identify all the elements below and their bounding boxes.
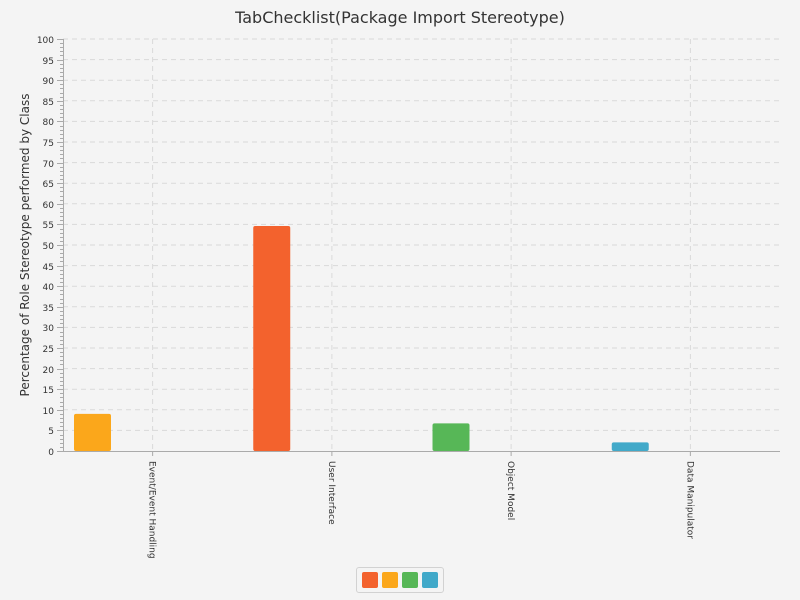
- y-tick-label: 80: [43, 118, 55, 128]
- y-tick-label: 25: [43, 345, 54, 355]
- x-tick-label: Object Model: [505, 461, 515, 520]
- grid: [63, 38, 780, 451]
- legend-swatch: [382, 572, 398, 588]
- y-axis-label: Percentage of Role Stereotype performed …: [18, 94, 32, 397]
- y-tick-label: 65: [43, 180, 54, 190]
- chart-title: TabChecklist(Package Import Stereotype): [234, 8, 565, 27]
- y-tick-label: 10: [43, 407, 55, 417]
- y-tick-label: 60: [43, 201, 55, 211]
- legend: [356, 567, 444, 593]
- y-tick-label: 5: [48, 427, 54, 437]
- legend-swatch: [402, 572, 418, 588]
- legend-swatch: [422, 572, 438, 588]
- legend-swatch: [362, 572, 378, 588]
- bars: [74, 226, 649, 451]
- y-tick-label: 100: [37, 36, 54, 46]
- x-tick-label: User Interface: [326, 461, 336, 525]
- x-tick-label: Data Manipulator: [684, 461, 694, 539]
- axes: [63, 39, 780, 452]
- y-tick-label: 70: [43, 160, 55, 170]
- y-tick-label: 85: [43, 98, 54, 108]
- y-tick-label: 90: [43, 77, 55, 87]
- y-tick-label: 45: [43, 263, 54, 273]
- y-tick-label: 30: [43, 324, 55, 334]
- bar: [432, 423, 470, 451]
- x-tick-label: Event/Event Handling: [147, 461, 157, 559]
- y-tick-label: 55: [43, 221, 54, 231]
- x-axis-ticks: Event/Event Handling User Interface Object…: [147, 451, 694, 559]
- bar: [253, 226, 291, 451]
- y-axis-ticks: 0 5 10 15 20 25 30 35 40 45 50 55 60 65 70 75 80 85 90 95 10…: [37, 36, 63, 458]
- bar: [74, 413, 111, 451]
- y-tick-label: 75: [43, 139, 54, 149]
- bar: [611, 442, 649, 451]
- y-tick-label: 95: [43, 57, 54, 67]
- y-tick-label: 40: [43, 283, 55, 293]
- y-tick-label: 35: [43, 304, 54, 314]
- y-tick-label: 50: [43, 242, 55, 252]
- y-tick-label: 0: [48, 448, 54, 458]
- y-tick-label: 20: [43, 366, 55, 376]
- y-tick-label: 15: [43, 386, 54, 396]
